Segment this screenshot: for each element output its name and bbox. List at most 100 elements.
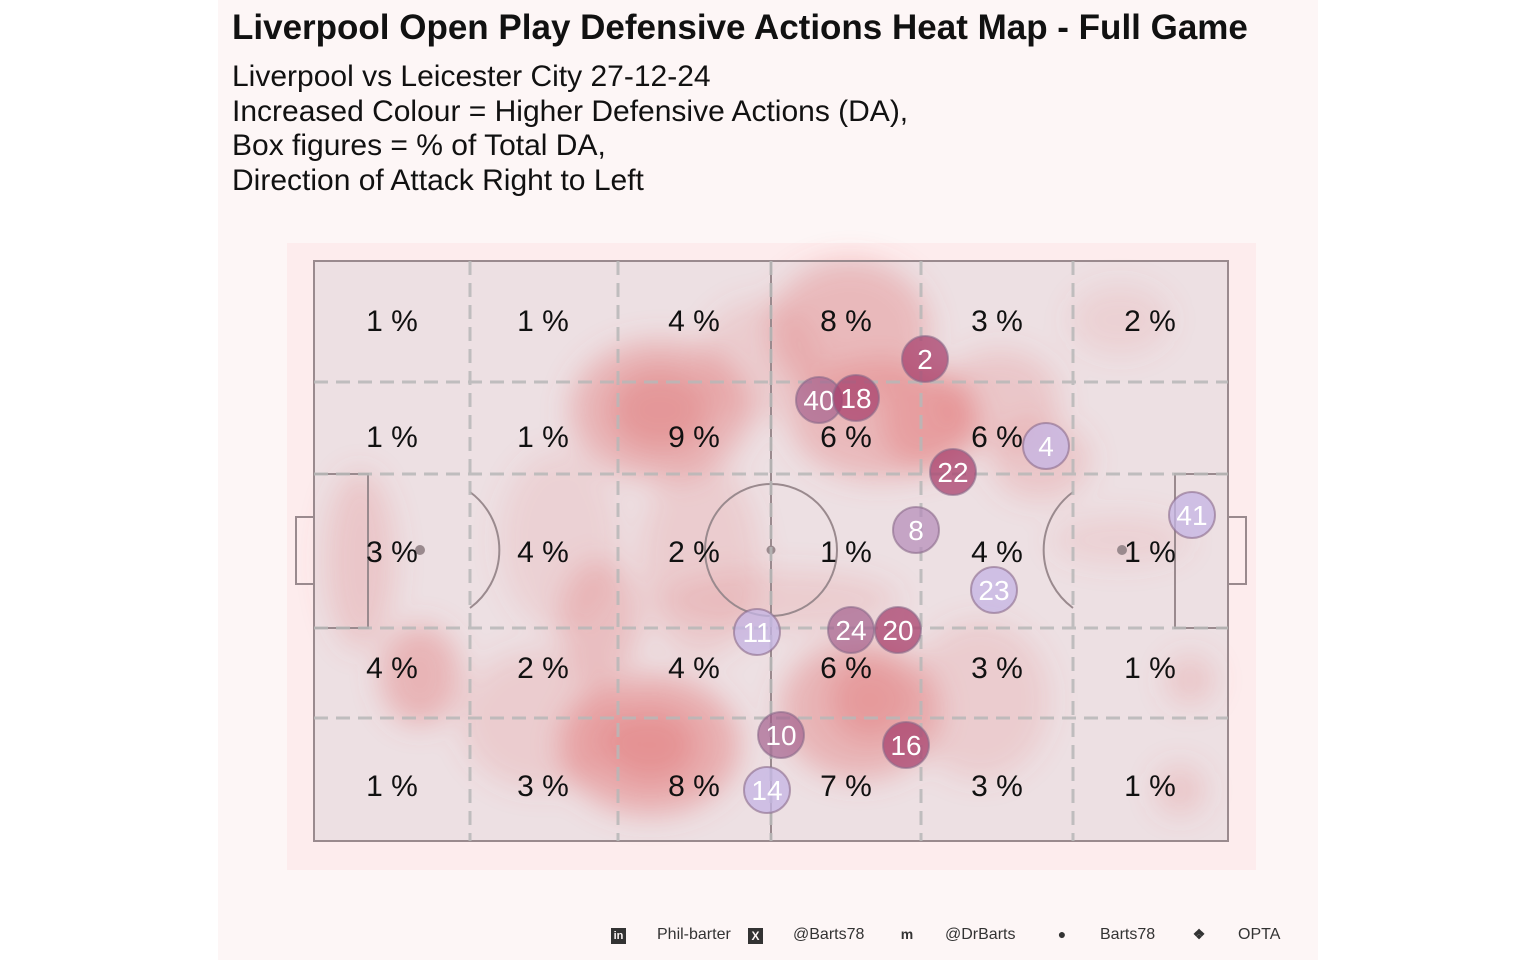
x-icon: X [748, 928, 763, 944]
dropbox-icon: ❖ [1192, 926, 1206, 942]
heat-blob [610, 370, 710, 450]
mastodon-icon: m [900, 926, 914, 942]
heat-layer [325, 260, 1215, 815]
box-percentage: 2 % [1124, 305, 1176, 338]
box-percentage: 1 % [366, 305, 418, 338]
heat-blob [325, 470, 395, 650]
right-penalty-spot [1117, 545, 1127, 555]
mastodon-handle: @DrBarts [945, 926, 1016, 943]
subtitle-line: Box figures = % of Total DA, [232, 129, 606, 162]
player-marker: 20 [874, 606, 922, 654]
box-percentage: 3 % [971, 770, 1023, 803]
box-percentage: 4 % [971, 536, 1023, 569]
player-circle [1022, 422, 1070, 470]
box-percentage: 1 % [366, 421, 418, 454]
player-marker: 24 [827, 606, 875, 654]
player-number: 16 [890, 730, 921, 761]
player-number: 18 [840, 383, 871, 414]
left-penalty-arc [469, 491, 501, 609]
heat-blob [640, 460, 760, 660]
subtitle-line: Increased Colour = Higher Defensive Acti… [232, 95, 909, 128]
box-percentage: 4 % [517, 536, 569, 569]
heat-blob [500, 450, 620, 630]
box-percentage: 1 % [1124, 770, 1176, 803]
player-circle [757, 711, 805, 759]
x-handle: @Barts78 [793, 926, 865, 943]
left-goal [295, 516, 315, 585]
heat-blob [1050, 515, 1190, 565]
player-circle [743, 766, 791, 814]
box-percentage: 2 % [517, 652, 569, 685]
player-number: 24 [835, 615, 866, 646]
github-icon: ● [1057, 926, 1067, 942]
box-percentage: 4 % [668, 652, 720, 685]
linkedin-icon: in [611, 928, 626, 944]
player-marker: 18 [832, 374, 880, 422]
box-percentage: 1 % [1124, 536, 1176, 569]
box-percentage: 1 % [517, 305, 569, 338]
player-number: 11 [742, 617, 771, 648]
heat-blob [1070, 285, 1170, 355]
player-number: 10 [765, 720, 796, 751]
player-circle [970, 566, 1018, 614]
left-penalty-spot [415, 545, 425, 555]
box-percentage: 3 % [971, 652, 1023, 685]
player-marker: 40 [795, 376, 843, 424]
player-number: 4 [1038, 431, 1054, 462]
box-percentage: 8 % [668, 770, 720, 803]
player-marker: 22 [929, 448, 977, 496]
player-number: 41 [1176, 500, 1207, 531]
player-marker: 2 [901, 335, 949, 383]
player-circle [882, 721, 930, 769]
chart-title: Liverpool Open Play Defensive Actions He… [232, 8, 1248, 47]
player-number: 22 [937, 457, 968, 488]
box-percentage: 1 % [517, 421, 569, 454]
player-number: 8 [908, 515, 924, 546]
player-marker: 4 [1022, 422, 1070, 470]
box-percentage: 3 % [517, 770, 569, 803]
player-circle [929, 448, 977, 496]
heat-blob [605, 710, 695, 780]
player-number: 2 [917, 344, 933, 375]
heat-blob [910, 620, 1050, 780]
player-circle [733, 608, 781, 656]
subtitle-line: Direction of Attack Right to Left [232, 164, 644, 197]
box-percentage: 2 % [668, 536, 720, 569]
data-source: OPTA [1238, 926, 1281, 943]
player-circle [874, 606, 922, 654]
player-circle [832, 374, 880, 422]
player-marker: 23 [970, 566, 1018, 614]
player-circle [1168, 491, 1216, 539]
heat-blob [1165, 655, 1215, 705]
box-percentage: 8 % [820, 305, 872, 338]
right-penalty-arc [1042, 491, 1074, 609]
player-circle [892, 506, 940, 554]
player-circle [901, 335, 949, 383]
player-number: 40 [803, 385, 834, 416]
heat-blob [700, 300, 820, 420]
box-percentage: 4 % [366, 652, 418, 685]
box-percentage: 3 % [366, 536, 418, 569]
player-marker: 10 [757, 711, 805, 759]
box-percentage: 3 % [971, 305, 1023, 338]
box-labels: 1 % 1 % 4 % 8 % 3 % 2 % 1 % 1 % 9 % 6 % 6 % 3 % 4 % 2… [366, 305, 1176, 803]
github-handle: Barts78 [1100, 926, 1156, 943]
box-percentage: 1 % [366, 770, 418, 803]
right-goal [1227, 516, 1247, 585]
linkedin-handle: Phil-barter [657, 926, 731, 943]
box-percentage: 1 % [820, 536, 872, 569]
heat-blob [460, 650, 620, 790]
heat-blob [380, 625, 460, 725]
player-marker: 8 [892, 506, 940, 554]
player-markers: 2 40 18 4 22 8 41 23 11 24 20 10 16 14 [733, 335, 1216, 814]
box-percentage: 6 % [820, 652, 872, 685]
player-marker: 11 [733, 608, 781, 656]
player-number: 23 [978, 575, 1009, 606]
player-number: 14 [751, 775, 782, 806]
box-percentage: 4 % [668, 305, 720, 338]
box-percentage: 6 % [971, 421, 1023, 454]
player-number: 20 [882, 615, 913, 646]
box-percentage: 7 % [820, 770, 872, 803]
subtitle-line: Liverpool vs Leicester City 27-12-24 [232, 60, 711, 93]
